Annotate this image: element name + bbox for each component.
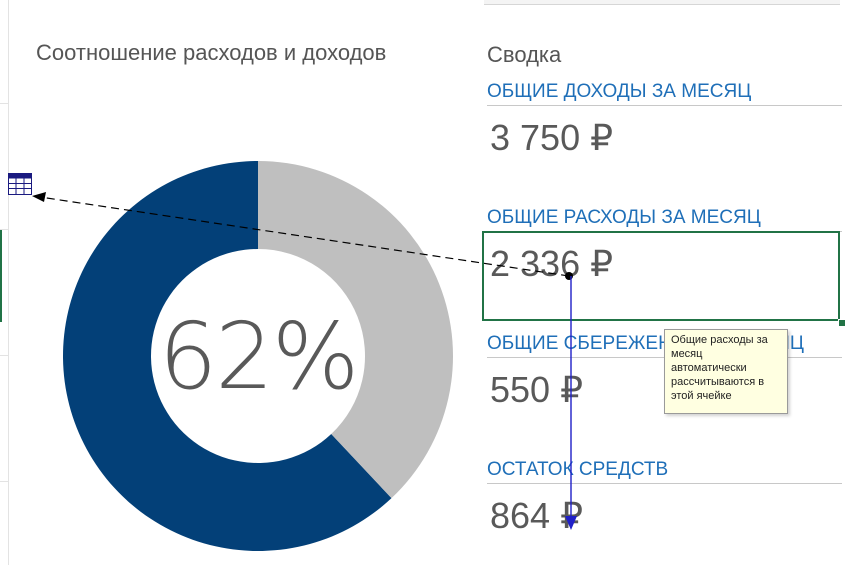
chart-title: Соотношение расходов и доходов <box>36 40 387 65</box>
income-label: ОБЩИЕ ДОХОДЫ ЗА МЕСЯЦ <box>487 81 842 106</box>
expenses-value[interactable]: 2 336 ₽ <box>490 243 613 284</box>
column-strip <box>484 0 840 5</box>
donut-chart[interactable] <box>62 160 454 552</box>
table-icon[interactable] <box>8 173 32 195</box>
expenses-label: ОБЩИЕ РАСХОДЫ ЗА МЕСЯЦ <box>487 207 842 232</box>
balance-label: ОСТАТОК СРЕДСТВ <box>487 459 842 484</box>
balance-value[interactable]: 864 ₽ <box>490 495 583 536</box>
fill-handle[interactable] <box>838 319 846 327</box>
row-headers-edge <box>0 0 9 565</box>
savings-value[interactable]: 550 ₽ <box>490 369 583 410</box>
precedent-arrowhead <box>32 192 46 202</box>
cell-comment[interactable]: Общие расходы за месяц автоматически рас… <box>664 329 788 414</box>
income-value[interactable]: 3 750 ₽ <box>490 117 613 158</box>
summary-title: Сводка <box>487 42 562 67</box>
donut-slice-remaining[interactable] <box>258 161 454 499</box>
right-edge <box>840 0 858 565</box>
